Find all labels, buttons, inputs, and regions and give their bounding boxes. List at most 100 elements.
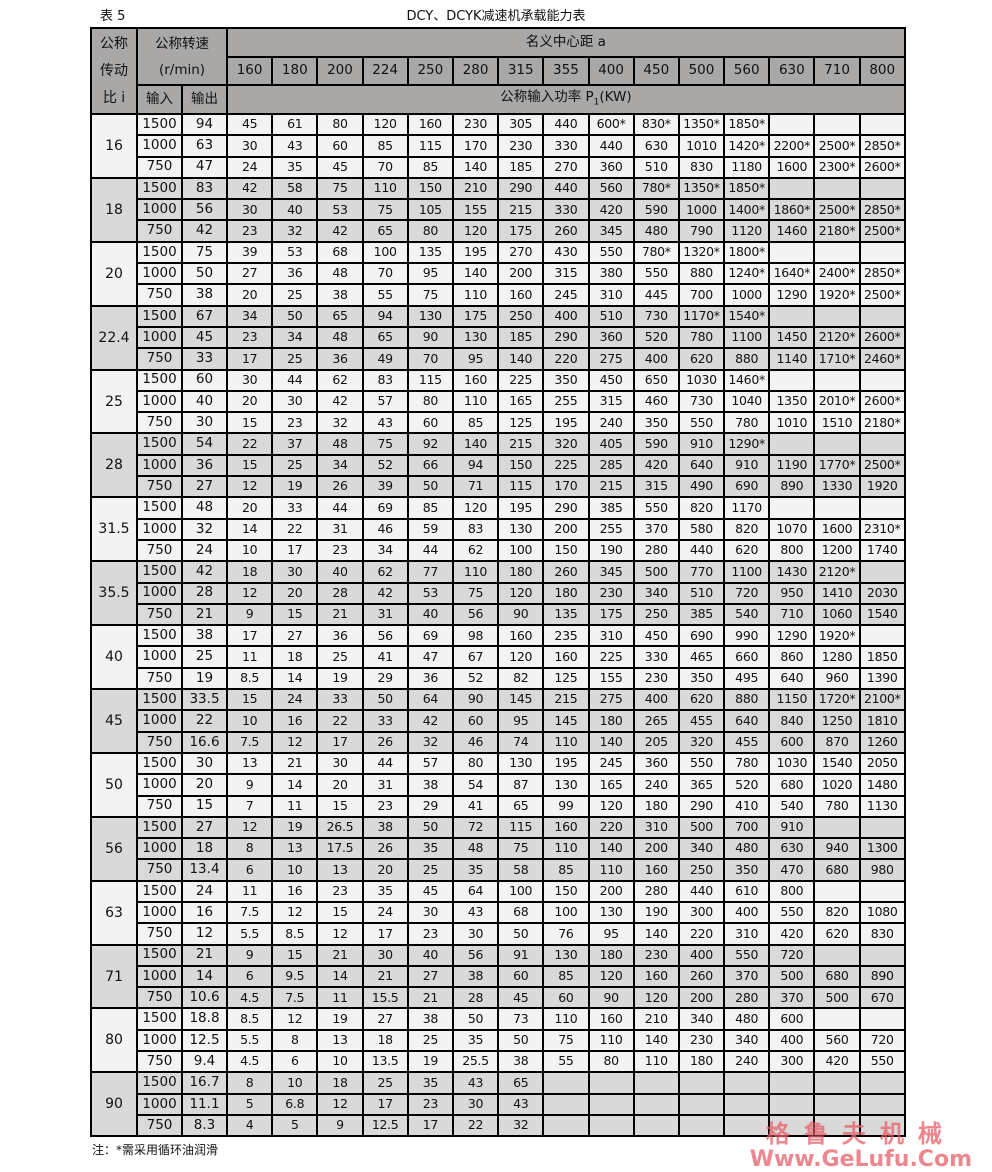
- power-cell: [677, 1092, 726, 1116]
- output-speed-cell: 21: [181, 943, 228, 967]
- power-cell: 2500*: [813, 198, 861, 222]
- power-cell: 110: [542, 837, 590, 861]
- power-cell: 940: [813, 837, 861, 861]
- power-cell: 60: [542, 986, 590, 1010]
- power-cell: [723, 1071, 771, 1095]
- input-speed-cell: 1000: [136, 773, 183, 797]
- table-row: 750 8.3 4 5 9 12.5 17 22 32: [91, 1113, 906, 1138]
- table-row: 16 1500 94 45 61 80 120 160 230 305 440 600* 830* 135…: [90, 112, 906, 179]
- power-cell: 790: [677, 219, 726, 243]
- power-cell: 140: [632, 922, 680, 946]
- power-cell: 280: [723, 986, 771, 1010]
- output-speed-cell: 28: [181, 581, 228, 605]
- power-cell: 550: [632, 262, 680, 286]
- power-cell: 180: [587, 943, 635, 967]
- power-cell: 910: [723, 453, 771, 478]
- power-cell: 95: [406, 262, 454, 286]
- power-cell: 830: [677, 155, 726, 179]
- power-cell: 150: [542, 538, 590, 563]
- power-cell: [858, 368, 906, 392]
- power-cell: 58: [497, 858, 545, 882]
- power-cell: 14: [271, 773, 319, 797]
- power-cell: 7.5: [225, 730, 274, 754]
- power-cell: 180: [497, 560, 545, 584]
- table-row: 750 15 7 11 15 23 29 41 65 99 120 180 290 410 540 780 11…: [91, 794, 906, 818]
- power-cell: 2310*: [858, 517, 906, 541]
- power-cell: [542, 1092, 590, 1116]
- center-distance-800: 800: [858, 56, 906, 86]
- power-cell: [858, 943, 906, 967]
- power-cell: 510: [587, 304, 635, 328]
- power-cell: 320: [542, 432, 590, 456]
- power-cell: 890: [768, 475, 816, 499]
- power-cell: 43: [497, 1092, 545, 1116]
- power-cell: [813, 1007, 861, 1031]
- power-cell: 700: [677, 283, 726, 307]
- output-speed-cell: 33: [181, 347, 228, 371]
- power-cell: 65: [497, 794, 545, 818]
- power-cell: 25: [271, 453, 319, 478]
- power-cell: 2850*: [858, 262, 906, 286]
- ratio-header-line: 比 i: [102, 89, 126, 106]
- power-cell: 41: [361, 645, 409, 669]
- power-cell: 110: [587, 858, 635, 882]
- ratio-cell: 22.4: [90, 304, 138, 371]
- power-cell: 200: [497, 262, 545, 286]
- output-speed-cell: 22: [181, 709, 228, 733]
- power-cell: 31: [316, 517, 364, 541]
- power-cell: 520: [632, 325, 680, 350]
- power-cell: 2010*: [813, 389, 861, 414]
- power-cell: 1510: [813, 411, 861, 435]
- power-cell: 24: [225, 155, 274, 179]
- power-cell: 200: [632, 837, 680, 861]
- power-cell: 43: [271, 134, 319, 158]
- table-row: 22.4 1500 67 34 50 65 94 130 175 250 400 510 730 1170…: [90, 304, 906, 371]
- table-row: 750 38 20 25 38 55 75 110 160 245 310 445 700 1000 129…: [91, 283, 906, 307]
- center-distance-400: 400: [587, 56, 635, 86]
- power-cell: 30: [271, 389, 319, 414]
- table-row: 1000 28 12 20 28 42 53 75 120 180 230 340 510 720 950 1…: [91, 581, 906, 605]
- power-cell: 305: [497, 112, 545, 137]
- table-row: 1000 63 30 43 60 85 115 170 230 330 440 630 1010 1420…: [91, 134, 906, 158]
- power-cell: 300: [677, 900, 726, 925]
- power-cell: 430: [542, 240, 590, 265]
- power-cell: 315: [542, 262, 590, 286]
- power-cell: 25: [271, 347, 319, 371]
- ratio-cell: 18: [90, 176, 138, 243]
- power-cell: 17: [271, 538, 319, 563]
- power-cell: 12: [316, 922, 364, 946]
- power-cell: 1390: [858, 666, 906, 691]
- power-cell: 550: [858, 1050, 906, 1074]
- center-distance-450: 450: [632, 56, 680, 86]
- power-cell: 115: [497, 475, 545, 499]
- power-cell: 255: [542, 389, 590, 414]
- power-cell: 6: [225, 964, 274, 989]
- power-cell: 540: [768, 794, 816, 818]
- power-cell: 75: [361, 198, 409, 222]
- footnote: 注：*需采用循环油润滑: [92, 1143, 219, 1157]
- power-cell: 23: [316, 879, 364, 903]
- output-speed-cell: 42: [181, 219, 228, 243]
- power-cell: 45: [225, 112, 274, 137]
- power-cell: 130: [497, 517, 545, 541]
- power-cell: 13.5: [361, 1050, 409, 1074]
- power-cell: 720: [858, 1028, 906, 1053]
- power-cell: 34: [316, 453, 364, 478]
- power-cell: 1100: [723, 560, 771, 584]
- power-cell: 90: [406, 325, 454, 350]
- power-cell: 490: [677, 475, 726, 499]
- power-cell: 17: [225, 624, 274, 648]
- power-cell: 215: [497, 198, 545, 222]
- power-cell: 620: [813, 922, 861, 946]
- power-cell: 315: [632, 475, 680, 499]
- power-cell: 445: [632, 283, 680, 307]
- power-cell: 1600: [768, 155, 816, 179]
- power-cell: 35: [361, 879, 409, 903]
- power-cell: 12: [271, 900, 319, 925]
- power-cell: 35: [406, 837, 454, 861]
- power-cell: 36: [271, 262, 319, 286]
- power-cell: 22: [225, 432, 274, 456]
- power-cell: 2600*: [858, 389, 906, 414]
- power-cell: 830: [858, 922, 906, 946]
- power-cell: 19: [271, 475, 319, 499]
